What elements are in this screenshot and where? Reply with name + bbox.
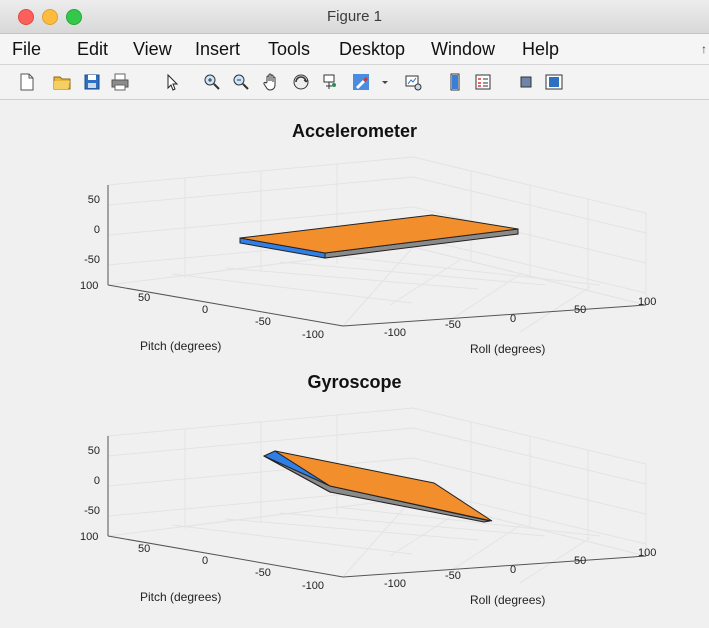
z-tick-labels: 50 0 -50 xyxy=(84,194,100,266)
brush-icon[interactable] xyxy=(352,73,370,91)
roll-tick: 50 xyxy=(574,555,586,567)
pitch-tick: 50 xyxy=(138,292,150,304)
menu-tools[interactable]: Tools xyxy=(268,39,311,59)
roll-axis-label: Roll (degrees) xyxy=(470,593,545,607)
board-top-face xyxy=(239,214,519,254)
pitch-tick: 100 xyxy=(80,531,98,543)
menu-window[interactable]: Window xyxy=(431,39,496,59)
pointer-icon[interactable] xyxy=(163,73,181,91)
menu-file[interactable]: File xyxy=(12,39,42,59)
open-folder-icon[interactable] xyxy=(53,73,71,91)
roll-tick: -100 xyxy=(384,327,406,339)
menu-edit[interactable]: Edit xyxy=(77,39,109,59)
z-tick: 50 xyxy=(88,194,100,206)
menu-insert[interactable]: Insert xyxy=(195,39,241,59)
dropdown-arrow-icon[interactable] xyxy=(376,73,388,91)
board-gyroscope xyxy=(262,450,493,523)
save-icon[interactable] xyxy=(83,73,101,91)
roll-tick: 50 xyxy=(574,304,586,316)
close-button[interactable] xyxy=(18,9,34,25)
roll-tick-labels: -100 -50 0 50 100 xyxy=(384,547,656,590)
print-icon[interactable] xyxy=(111,73,129,91)
pitch-tick: -100 xyxy=(302,329,324,341)
board-top-face xyxy=(274,450,493,522)
roll-tick: -50 xyxy=(445,570,461,582)
plot-gyroscope[interactable]: 50 0 -50 100 50 0 -50 -100 -100 -50 0 50… xyxy=(0,396,709,618)
colorbar-icon[interactable] xyxy=(446,73,464,91)
link-plot-icon[interactable] xyxy=(404,73,422,91)
menu-view[interactable]: View xyxy=(133,39,172,59)
rotate-3d-icon[interactable] xyxy=(292,73,310,91)
z-tick-labels: 50 0 -50 xyxy=(84,445,100,517)
roll-tick: 0 xyxy=(510,313,516,325)
axes-lines xyxy=(107,436,647,578)
roll-tick: 0 xyxy=(510,564,516,576)
new-figure-icon[interactable] xyxy=(18,73,36,91)
roll-tick: 100 xyxy=(638,296,656,308)
menu-desktop[interactable]: Desktop xyxy=(339,39,406,59)
menu-help[interactable]: Help xyxy=(522,39,560,59)
pitch-tick: -50 xyxy=(255,316,271,328)
legend-icon[interactable] xyxy=(474,73,492,91)
roll-tick: 100 xyxy=(638,547,656,559)
roll-tick: -50 xyxy=(445,319,461,331)
z-tick: 0 xyxy=(94,224,100,236)
window-title: Figure 1 xyxy=(326,8,383,25)
zoom-button[interactable] xyxy=(66,9,82,25)
z-tick: 50 xyxy=(88,445,100,457)
menu-bar: File Edit View Insert Tools Desktop Wind… xyxy=(0,34,709,65)
pitch-tick: 0 xyxy=(202,304,208,316)
menu-overflow[interactable]: ↑ xyxy=(701,42,707,56)
board-accelerometer xyxy=(239,214,519,259)
figure-area: Accelerometer 50 0 -50 100 50 0 -50 -100 xyxy=(0,100,709,628)
zoom-in-icon[interactable] xyxy=(203,73,221,91)
title-bar: Figure 1 xyxy=(0,0,709,34)
pitch-tick: 100 xyxy=(80,280,98,292)
pitch-axis-label: Pitch (degrees) xyxy=(140,339,221,353)
pan-icon[interactable] xyxy=(262,73,280,91)
roll-tick-labels: -100 -50 0 50 100 xyxy=(384,296,656,339)
z-tick: 0 xyxy=(94,475,100,487)
data-cursor-icon[interactable] xyxy=(322,73,340,91)
z-tick: -50 xyxy=(84,505,100,517)
pitch-tick: -100 xyxy=(302,580,324,592)
minimize-button[interactable] xyxy=(42,9,58,25)
plot-title-gyroscope: Gyroscope xyxy=(307,372,402,392)
pitch-tick: 50 xyxy=(138,543,150,555)
plot-title-accelerometer: Accelerometer xyxy=(291,121,418,141)
toolbar xyxy=(0,65,709,100)
z-tick: -50 xyxy=(84,254,100,266)
show-plot-tools-icon[interactable] xyxy=(545,73,563,91)
axes-lines xyxy=(107,185,647,327)
pitch-tick: -50 xyxy=(255,567,271,579)
zoom-out-icon[interactable] xyxy=(232,73,250,91)
roll-tick: -100 xyxy=(384,578,406,590)
roll-axis-label: Roll (degrees) xyxy=(470,342,545,356)
hide-plot-tools-icon[interactable] xyxy=(517,73,535,91)
pitch-tick-labels: 100 50 0 -50 -100 xyxy=(80,280,324,341)
pitch-tick: 0 xyxy=(202,555,208,567)
plot-accelerometer[interactable]: 50 0 -50 100 50 0 -50 -100 -100 -50 0 50… xyxy=(0,145,709,397)
pitch-tick-labels: 100 50 0 -50 -100 xyxy=(80,531,324,592)
pitch-axis-label: Pitch (degrees) xyxy=(140,590,221,604)
board-front-face xyxy=(263,455,491,523)
